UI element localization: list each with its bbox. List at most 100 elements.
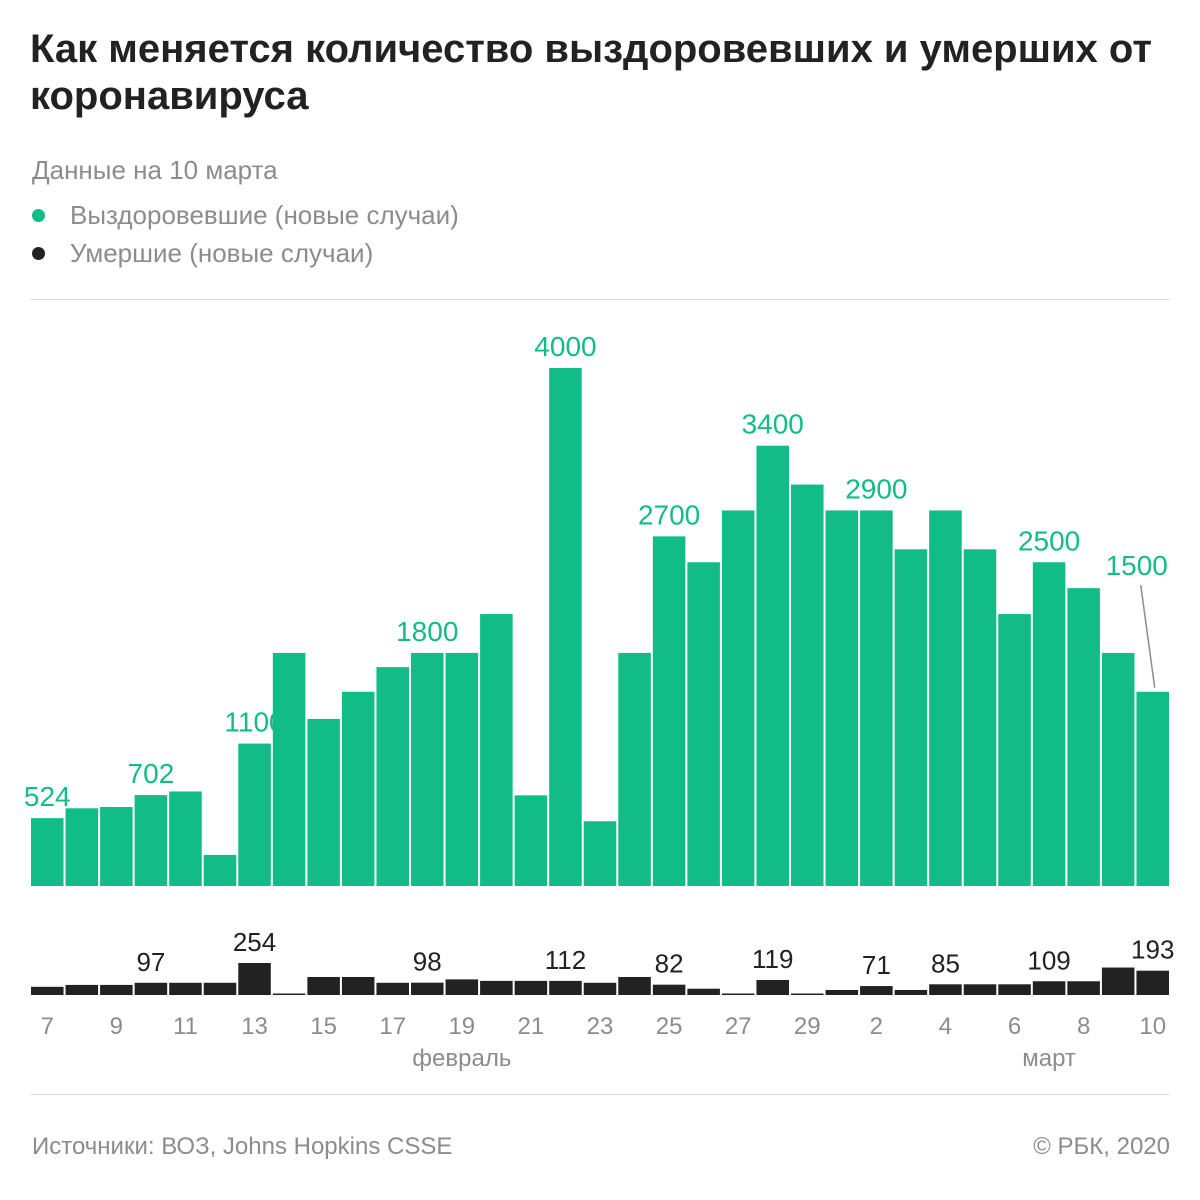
recovered-bar-31 [1101, 652, 1135, 886]
recovered-value-label: 1500 [1106, 550, 1168, 581]
deaths-bar-6 [238, 963, 271, 995]
deaths-bar-3 [134, 982, 168, 995]
recovered-bar-8 [307, 718, 340, 886]
top-divider [30, 299, 1170, 300]
deaths-value-label: 71 [862, 950, 891, 980]
deaths-bar-27 [963, 984, 997, 995]
deaths-value-label: 98 [413, 947, 442, 977]
legend-item-deaths: Умершие (новые случаи) [32, 234, 459, 272]
deaths-value-label: 109 [1027, 945, 1070, 975]
recovered-bar-20 [721, 510, 755, 886]
deaths-bar-19 [687, 988, 720, 995]
deaths-bar-24 [860, 986, 893, 995]
month-label: март [1022, 1045, 1076, 1072]
recovered-bar-4 [169, 791, 202, 886]
legend-dot-deaths [32, 246, 45, 260]
x-tick-label: 27 [725, 1013, 752, 1040]
legend-label-recovered: Выздоровевшие (новые случаи) [70, 199, 459, 230]
recovered-bar-27 [963, 549, 997, 886]
recovered-bar-32 [1136, 691, 1169, 886]
deaths-bar-14 [514, 980, 548, 995]
recovered-bar-19 [687, 562, 720, 886]
recovered-bar-25 [894, 549, 928, 886]
x-tick-label: 29 [794, 1013, 821, 1040]
deaths-bar-16 [583, 982, 617, 995]
recovered-bar-10 [376, 667, 409, 886]
x-tick-label: 21 [518, 1013, 545, 1040]
x-tick-label: 25 [656, 1013, 683, 1040]
recovered-bar-11 [411, 652, 444, 886]
x-tick-label: 11 [173, 1013, 198, 1040]
x-tick-label: 9 [110, 1013, 123, 1040]
deaths-value-label: 97 [136, 947, 165, 977]
deaths-bar-1 [65, 984, 99, 995]
recovered-bar-5 [203, 854, 237, 886]
recovered-bar-18 [652, 536, 686, 886]
chart-title: Как меняется количество выздоровевших и … [30, 27, 1152, 118]
deaths-bar-12 [445, 979, 479, 995]
chart-area: 5247029711002541800984000112270082340011… [24, 331, 1175, 1072]
deaths-bar-23 [825, 989, 859, 995]
recovered-value-label: 524 [24, 781, 71, 812]
deaths-bar-11 [411, 982, 444, 995]
x-tick-label: 6 [1008, 1013, 1021, 1040]
recovered-bar-6 [238, 743, 271, 886]
recovered-bar-2 [100, 807, 133, 886]
x-tick-label: 17 [379, 1013, 406, 1040]
recovered-bar-7 [272, 652, 306, 886]
recovered-bar-3 [134, 795, 168, 886]
deaths-bar-20 [721, 993, 755, 995]
x-tick-label: 2 [870, 1013, 883, 1040]
recovered-bar-30 [1067, 588, 1100, 886]
recovered-bar-26 [929, 510, 962, 886]
recovered-bar-23 [825, 510, 859, 886]
deaths-bar-8 [307, 976, 340, 995]
deaths-value-label: 254 [233, 927, 276, 957]
deaths-bar-10 [376, 982, 409, 995]
recovered-bar-16 [583, 821, 617, 886]
deaths-bar-18 [652, 984, 686, 995]
deaths-bar-26 [929, 984, 962, 995]
x-tick-label: 7 [41, 1013, 54, 1040]
recovered-bar-22 [791, 484, 824, 886]
deaths-bar-5 [203, 982, 237, 995]
x-tick-label: 19 [448, 1013, 475, 1040]
recovered-value-label: 2500 [1018, 525, 1080, 556]
deaths-bar-2 [100, 984, 133, 995]
deaths-bar-32 [1136, 970, 1169, 995]
chart-subtitle: Данные на 10 марта [32, 155, 278, 185]
deaths-bar-7 [272, 993, 306, 995]
recovered-bar-12 [445, 652, 479, 886]
legend-label-deaths: Умершие (новые случаи) [70, 237, 374, 268]
deaths-value-label: 85 [931, 948, 960, 978]
x-tick-label: 15 [310, 1013, 337, 1040]
recovered-label-leader [1139, 584, 1156, 688]
recovered-value-label: 2900 [845, 473, 907, 504]
recovered-value-label: 2700 [638, 499, 700, 530]
x-tick-label: 23 [587, 1013, 614, 1040]
deaths-bar-30 [1067, 981, 1100, 995]
deaths-bar-25 [894, 989, 928, 995]
month-label: февраль [412, 1045, 511, 1072]
deaths-bar-4 [169, 982, 202, 995]
deaths-bar-13 [480, 980, 513, 995]
legend: Выздоровевшие (новые случаи) Умершие (но… [32, 196, 459, 272]
recovered-bar-0 [31, 818, 64, 886]
bottom-divider [30, 1094, 1170, 1095]
recovered-bar-28 [998, 614, 1031, 886]
recovered-bar-17 [618, 652, 651, 886]
x-tick-label: 13 [241, 1013, 268, 1040]
recovered-bar-29 [1032, 562, 1066, 886]
deaths-bar-9 [341, 976, 375, 995]
deaths-bar-0 [31, 986, 64, 995]
deaths-value-label: 112 [545, 945, 586, 975]
x-tick-label: 10 [1139, 1013, 1166, 1040]
deaths-bar-15 [549, 980, 582, 995]
recovered-bar-21 [756, 445, 789, 886]
deaths-bar-17 [618, 976, 651, 995]
recovered-bar-14 [514, 795, 548, 886]
recovered-bar-24 [860, 510, 893, 886]
recovered-bar-15 [549, 368, 582, 886]
recovered-bar-9 [341, 691, 375, 886]
recovered-value-label: 4000 [534, 331, 596, 362]
